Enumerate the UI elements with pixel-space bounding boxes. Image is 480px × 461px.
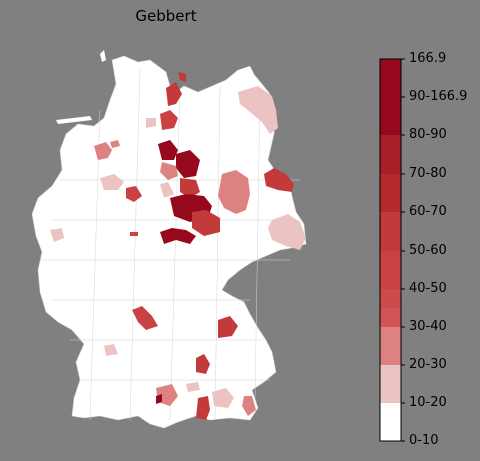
colorbar-label-50: 50-60 xyxy=(409,243,447,258)
region-south-8 xyxy=(196,396,210,420)
region-south-4 xyxy=(196,354,210,374)
region-south-3 xyxy=(104,344,118,356)
region-northeast xyxy=(238,86,278,134)
district-regions xyxy=(50,72,306,420)
region-west-4 xyxy=(50,228,64,242)
region-south-2 xyxy=(218,316,238,338)
colorbar-label-30: 30-40 xyxy=(409,319,447,334)
region-brandenburg xyxy=(264,168,294,192)
region-center-2 xyxy=(176,150,200,178)
region-west-6 xyxy=(110,140,120,148)
colorbar-label-max: 166.9 xyxy=(409,51,447,66)
region-south-7 xyxy=(156,394,162,404)
region-south-5 xyxy=(186,382,200,392)
colorbar-label-60: 60-70 xyxy=(409,204,447,219)
region-south-9 xyxy=(212,388,234,408)
region-west-5 xyxy=(130,232,138,236)
colorbar-label-10: 10-20 xyxy=(409,395,447,410)
region-east xyxy=(268,214,306,250)
region-north-4 xyxy=(146,118,156,128)
map-title: Gebbert xyxy=(135,7,197,25)
region-west-3 xyxy=(126,186,142,202)
region-center-7 xyxy=(192,210,220,236)
region-central-east xyxy=(218,170,250,214)
region-center-5 xyxy=(180,178,200,198)
region-north-2 xyxy=(178,72,186,82)
colorbar-label-80: 80-90 xyxy=(409,127,447,142)
region-south-1 xyxy=(132,306,158,330)
region-west-1 xyxy=(94,142,112,160)
region-center-3 xyxy=(160,162,178,180)
colorbar-label-70: 70-80 xyxy=(409,166,447,181)
region-center-1 xyxy=(158,140,178,160)
region-north-3 xyxy=(160,110,178,130)
colorbar-label-20: 20-30 xyxy=(409,357,447,372)
colorbar-label-40: 40-50 xyxy=(409,281,447,296)
region-center-8 xyxy=(160,228,196,244)
colorbar-label-0: 0-10 xyxy=(409,433,439,448)
region-north-1 xyxy=(166,82,182,106)
region-south-10 xyxy=(242,396,256,416)
region-center-4 xyxy=(160,182,174,198)
region-west-2 xyxy=(100,174,124,190)
colorbar xyxy=(379,58,405,442)
colorbar-label-90: 90-166.9 xyxy=(409,89,468,104)
